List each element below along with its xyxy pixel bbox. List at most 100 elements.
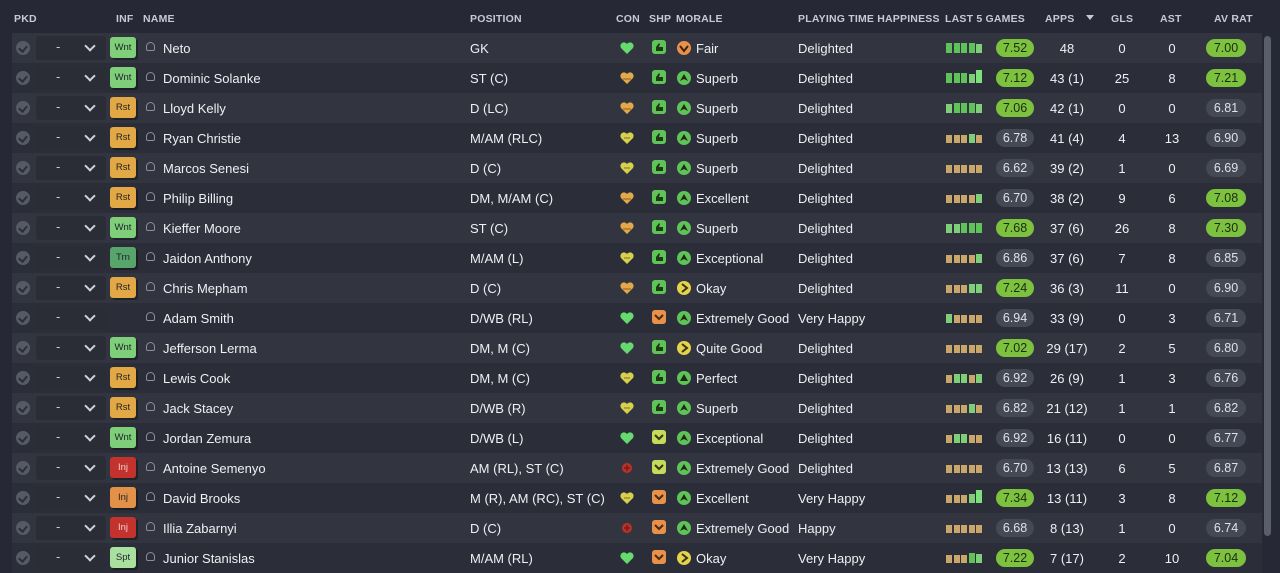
table-row[interactable]: - Rst Chris Mepham D (C) Okay Delighted 7.24 36…: [12, 273, 1262, 303]
scrollbar[interactable]: [1264, 36, 1271, 536]
player-name[interactable]: Jordan Zemura: [163, 431, 252, 446]
pick-select[interactable]: [36, 516, 106, 540]
pick-check-icon[interactable]: [16, 491, 30, 505]
header-pkd[interactable]: PKD: [14, 13, 37, 25]
pick-select[interactable]: [36, 216, 106, 240]
header-name[interactable]: NAME: [143, 13, 175, 25]
pick-check-icon[interactable]: [16, 41, 30, 55]
player-name[interactable]: Jack Stacey: [163, 401, 234, 416]
table-row[interactable]: - Rst Lewis Cook DM, M (C) Perfect Delighted 6…: [12, 363, 1262, 393]
pick-select[interactable]: [36, 246, 106, 270]
player-name[interactable]: Jaidon Anthony: [163, 251, 252, 266]
header-con[interactable]: CON: [616, 13, 640, 25]
player-name[interactable]: Antoine Semenyo: [163, 461, 266, 476]
info-badge[interactable]: Wnt: [110, 37, 136, 58]
pick-select[interactable]: [36, 336, 106, 360]
pick-select[interactable]: [36, 486, 106, 510]
pick-check-icon[interactable]: [16, 551, 30, 565]
table-row[interactable]: - Inj Antoine Semenyo AM (RL), ST (C) Extrem…: [12, 453, 1262, 483]
header-last5[interactable]: LAST 5 GAMES: [945, 13, 1025, 25]
player-name[interactable]: Marcos Senesi: [163, 161, 249, 176]
table-row[interactable]: - Wnt Kieffer Moore ST (C) Superb Delighted 7.…: [12, 213, 1262, 243]
info-badge[interactable]: Wnt: [110, 217, 136, 238]
pick-check-icon[interactable]: [16, 221, 30, 235]
table-row[interactable]: - Inj David Brooks M (R), AM (RC), ST (C) Ex…: [12, 483, 1262, 513]
table-row[interactable]: - Rst Philip Billing DM, M/AM (C) Excellent D…: [12, 183, 1262, 213]
pick-select[interactable]: [36, 366, 106, 390]
table-row[interactable]: - Trn Jaidon Anthony M/AM (L) Exceptional Del…: [12, 243, 1262, 273]
pick-select[interactable]: [36, 546, 106, 570]
header-position[interactable]: POSITION: [470, 13, 522, 25]
player-name[interactable]: David Brooks: [163, 491, 241, 506]
table-row[interactable]: - Rst Jack Stacey D/WB (R) Superb Delighted 6.…: [12, 393, 1262, 423]
player-name[interactable]: Kieffer Moore: [163, 221, 241, 236]
header-inf[interactable]: INF: [116, 13, 134, 25]
player-name[interactable]: Chris Mepham: [163, 281, 248, 296]
info-badge[interactable]: Inj: [110, 487, 136, 508]
info-badge[interactable]: Rst: [110, 97, 136, 118]
pick-select[interactable]: [36, 276, 106, 300]
table-row[interactable]: - Rst Marcos Senesi D (C) Superb Delighted 6.6…: [12, 153, 1262, 183]
player-name[interactable]: Illia Zabarnyi: [163, 521, 237, 536]
info-badge[interactable]: Rst: [110, 367, 136, 388]
pick-check-icon[interactable]: [16, 251, 30, 265]
player-name[interactable]: Ryan Christie: [163, 131, 242, 146]
player-name[interactable]: Philip Billing: [163, 191, 234, 206]
pick-check-icon[interactable]: [16, 521, 30, 535]
info-badge[interactable]: Rst: [110, 397, 136, 418]
header-morale[interactable]: MORALE: [676, 13, 723, 25]
table-row[interactable]: - Wnt Neto GK Fair Delighted 7.52 48 0 0 7.00: [12, 33, 1262, 63]
pick-check-icon[interactable]: [16, 191, 30, 205]
player-name[interactable]: Dominic Solanke: [163, 71, 261, 86]
table-row[interactable]: - Wnt Jefferson Lerma DM, M (C) Quite Good De…: [12, 333, 1262, 363]
info-badge[interactable]: Rst: [110, 157, 136, 178]
info-badge[interactable]: Inj: [110, 517, 136, 538]
info-badge[interactable]: Inj: [110, 457, 136, 478]
player-name[interactable]: Junior Stanislas: [163, 551, 255, 566]
table-row[interactable]: - Adam Smith D/WB (RL) Extremely Good Very H…: [12, 303, 1262, 333]
pick-check-icon[interactable]: [16, 341, 30, 355]
table-row[interactable]: - Inj Illia Zabarnyi D (C) Extremely Good Hap…: [12, 513, 1262, 543]
pick-select[interactable]: [36, 66, 106, 90]
table-row[interactable]: - Spt Junior Stanislas M/AM (RL) Okay Very Ha…: [12, 543, 1262, 573]
header-playing-time[interactable]: PLAYING TIME HAPPINESS: [798, 13, 940, 25]
info-badge[interactable]: Rst: [110, 187, 136, 208]
player-name[interactable]: Neto: [163, 41, 191, 56]
info-badge[interactable]: Wnt: [110, 427, 136, 448]
header-apps[interactable]: APPS: [1045, 13, 1075, 25]
pick-select[interactable]: [36, 426, 106, 450]
header-avrat[interactable]: AV RAT: [1214, 13, 1253, 25]
pick-select[interactable]: [36, 36, 106, 60]
table-row[interactable]: - Rst Ryan Christie M/AM (RLC) Superb Delight…: [12, 123, 1262, 153]
pick-select[interactable]: [36, 186, 106, 210]
pick-check-icon[interactable]: [16, 161, 30, 175]
pick-check-icon[interactable]: [16, 131, 30, 145]
pick-check-icon[interactable]: [16, 461, 30, 475]
player-name[interactable]: Lewis Cook: [163, 371, 231, 386]
info-badge[interactable]: Wnt: [110, 337, 136, 358]
player-name[interactable]: Jefferson Lerma: [163, 341, 257, 356]
pick-select[interactable]: [36, 126, 106, 150]
pick-select[interactable]: [36, 456, 106, 480]
table-row[interactable]: - Wnt Dominic Solanke ST (C) Superb Delighted…: [12, 63, 1262, 93]
info-badge[interactable]: Rst: [110, 127, 136, 148]
info-badge[interactable]: Spt: [110, 547, 136, 568]
header-shp[interactable]: SHP: [649, 13, 672, 25]
info-badge[interactable]: Wnt: [110, 67, 136, 88]
pick-check-icon[interactable]: [16, 71, 30, 85]
pick-check-icon[interactable]: [16, 281, 30, 295]
header-ast[interactable]: AST: [1160, 13, 1182, 25]
pick-select[interactable]: [36, 96, 106, 120]
pick-select[interactable]: [36, 156, 106, 180]
pick-check-icon[interactable]: [16, 311, 30, 325]
header-gls[interactable]: GLS: [1111, 13, 1134, 25]
pick-check-icon[interactable]: [16, 401, 30, 415]
pick-check-icon[interactable]: [16, 431, 30, 445]
player-name[interactable]: Adam Smith: [163, 311, 234, 326]
info-badge[interactable]: Rst: [110, 277, 136, 298]
pick-select[interactable]: [36, 396, 106, 420]
pick-select[interactable]: [36, 306, 106, 330]
pick-check-icon[interactable]: [16, 371, 30, 385]
info-badge[interactable]: Trn: [110, 247, 136, 268]
pick-check-icon[interactable]: [16, 101, 30, 115]
